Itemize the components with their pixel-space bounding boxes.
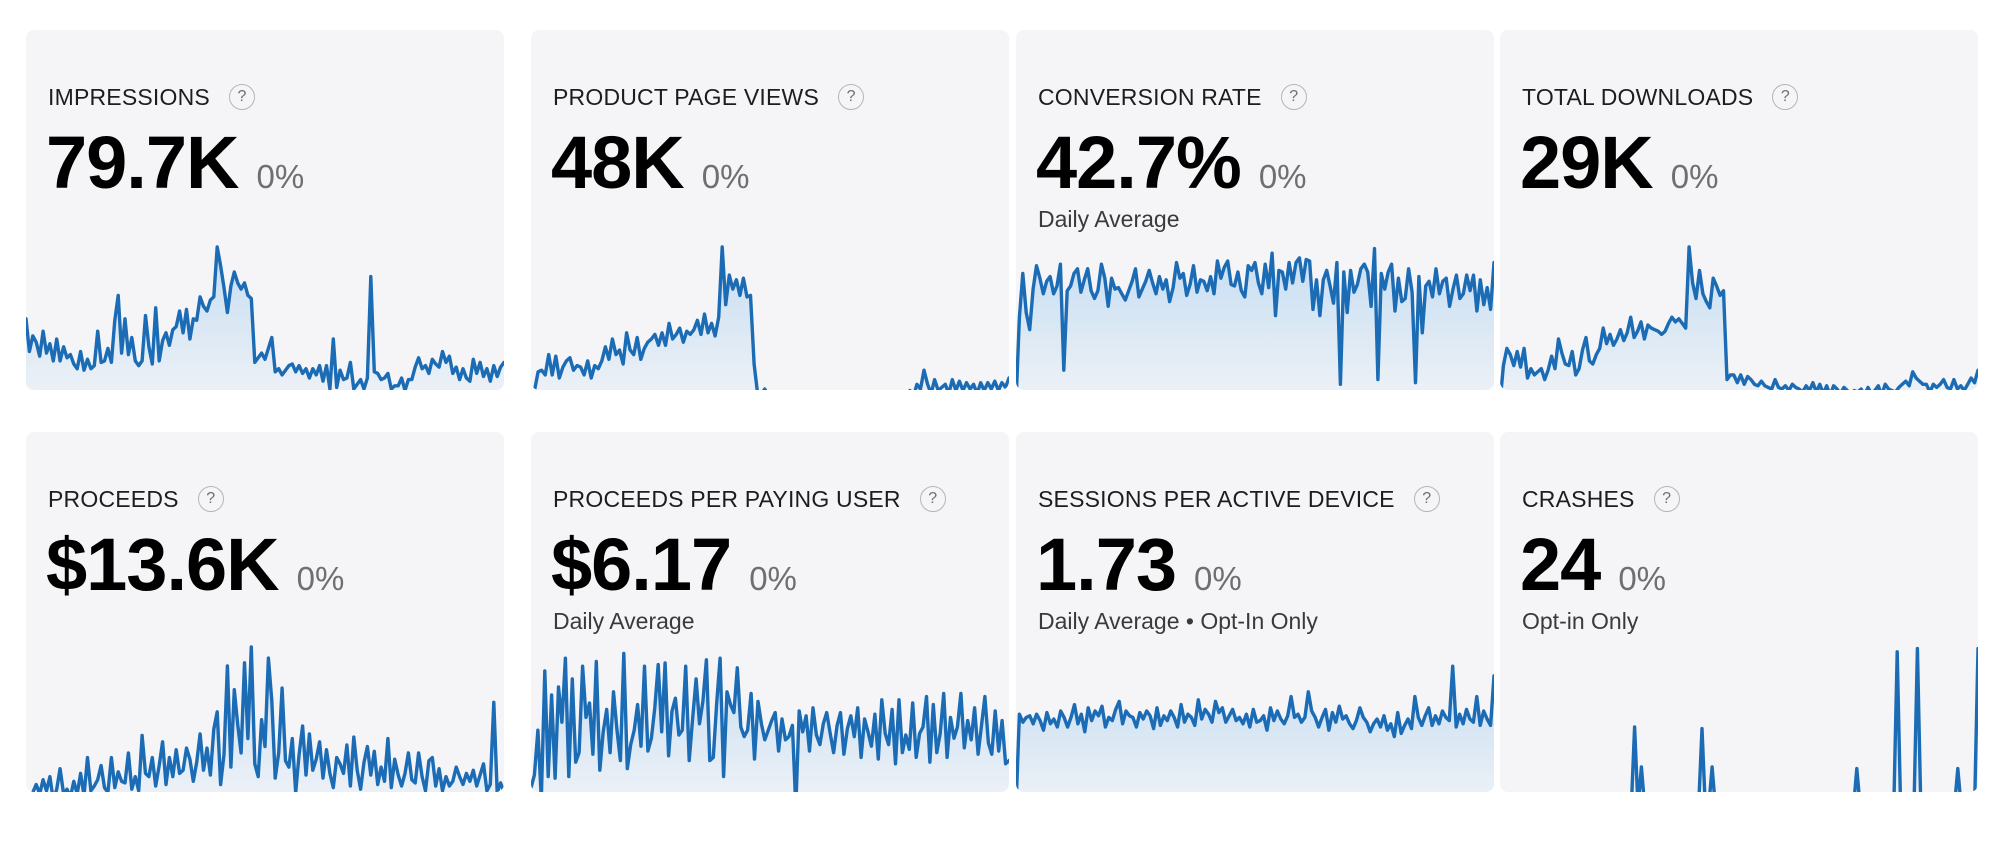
metric-change: 0% xyxy=(701,158,750,195)
metric-change: 0% xyxy=(256,158,305,195)
metric-change: 0% xyxy=(1194,560,1242,597)
help-icon[interactable]: ? xyxy=(1413,486,1440,512)
metric-value: $6.17 xyxy=(551,523,732,606)
metric-card-sessions-per-active-device[interactable]: SESSIONS PER ACTIVE DEVICE ? 1.73 0% Dai… xyxy=(1016,432,1494,792)
metric-change: 0% xyxy=(1258,158,1307,195)
help-icon[interactable]: ? xyxy=(919,486,946,512)
metric-value: 48K xyxy=(551,121,685,204)
metric-card-conversion-rate[interactable]: CONVERSION RATE ? 42.7% 0% Daily Average xyxy=(1016,30,1494,390)
metric-title: SESSIONS PER ACTIVE DEVICE xyxy=(1038,485,1395,512)
product-page-views-sparkline xyxy=(532,245,1009,390)
metric-subtitle: Daily Average • Opt-In Only xyxy=(1038,608,1318,634)
metric-card-crashes[interactable]: CRASHES ? 24 0% Opt-in Only xyxy=(1500,432,1978,792)
metric-change: 0% xyxy=(296,560,345,597)
sparkline-series-line xyxy=(31,645,504,792)
metric-change: 0% xyxy=(1670,158,1719,195)
sparkline-area xyxy=(26,247,504,390)
sessions-per-active-device-sparkline xyxy=(1016,664,1494,792)
sparkline-area xyxy=(531,653,1009,792)
sparkline-series-line xyxy=(531,651,1009,792)
metric-value: 1.73 xyxy=(1036,523,1177,606)
sparkline-area xyxy=(1631,648,1978,792)
metric-subtitle: Daily Average xyxy=(1038,206,1180,232)
metric-subtitle: Daily Average xyxy=(553,608,695,634)
sparkline-series-line xyxy=(1500,245,1978,390)
sparkline-series-line xyxy=(1016,664,1494,792)
metric-subtitle: Opt-in Only xyxy=(1522,608,1639,634)
metric-card-total-downloads[interactable]: TOTAL DOWNLOADS ? 29K 0% xyxy=(1500,30,1978,390)
sparkline-series-line xyxy=(1016,246,1494,390)
metric-title: TOTAL DOWNLOADS xyxy=(1522,83,1754,110)
metric-title: CONVERSION RATE xyxy=(1038,83,1262,110)
metric-value: 42.7% xyxy=(1036,121,1242,204)
help-icon[interactable]: ? xyxy=(228,84,255,110)
sparkline-series-line xyxy=(532,245,1009,390)
metric-change: 0% xyxy=(749,560,797,597)
metric-value: 79.7K xyxy=(46,121,239,204)
metric-card-proceeds-per-paying-user[interactable]: PROCEEDS PER PAYING USER ? $6.17 0% Dail… xyxy=(531,432,1009,792)
metric-card-impressions[interactable]: IMPRESSIONS ? 79.7K 0% xyxy=(26,30,504,390)
help-icon[interactable]: ? xyxy=(1772,84,1799,110)
metric-title: IMPRESSIONS xyxy=(48,83,210,110)
impressions-sparkline xyxy=(26,245,504,390)
conversion-rate-sparkline xyxy=(1016,246,1494,390)
proceeds-sparkline xyxy=(31,645,504,792)
total-downloads-sparkline xyxy=(1500,245,1978,390)
sparkline-area xyxy=(534,247,1009,390)
sparkline-area xyxy=(1501,247,1978,390)
crashes-sparkline xyxy=(1630,646,1978,792)
metric-title: PROCEEDS xyxy=(48,485,179,512)
metric-value: $13.6K xyxy=(46,523,280,606)
help-icon[interactable]: ? xyxy=(1653,486,1680,512)
metric-value: 29K xyxy=(1520,121,1654,204)
sparkline-series-line xyxy=(1630,646,1978,792)
metric-change: 0% xyxy=(1618,560,1667,597)
help-icon[interactable]: ? xyxy=(1280,84,1307,110)
sparkline-series-line xyxy=(26,245,504,390)
metric-title: CRASHES xyxy=(1522,485,1635,512)
help-icon[interactable]: ? xyxy=(838,84,865,110)
metric-card-proceeds[interactable]: PROCEEDS ? $13.6K 0% xyxy=(26,432,504,792)
metric-title: PRODUCT PAGE VIEWS xyxy=(553,83,820,110)
metric-title: PROCEEDS PER PAYING USER xyxy=(553,485,901,512)
sparkline-area xyxy=(32,647,504,792)
metric-value: 24 xyxy=(1520,523,1601,606)
proceeds-per-paying-user-sparkline xyxy=(531,651,1009,792)
sparkline-area xyxy=(1016,666,1494,792)
metric-card-product-page-views[interactable]: PRODUCT PAGE VIEWS ? 48K 0% xyxy=(531,30,1009,390)
help-icon[interactable]: ? xyxy=(197,486,224,512)
